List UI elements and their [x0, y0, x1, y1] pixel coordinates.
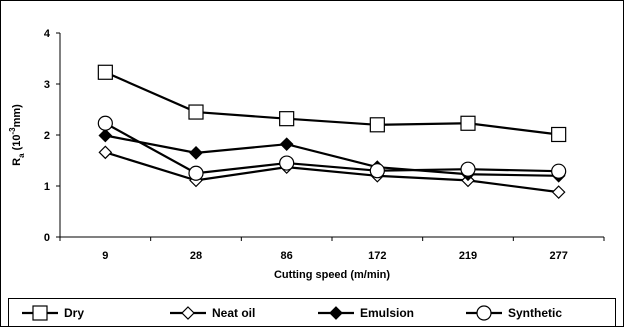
- series-line-neat-oil: [105, 151, 559, 194]
- data-point-neat-oil: [98, 145, 113, 160]
- x-tick-label: 28: [190, 250, 202, 262]
- x-tick-label: 277: [549, 250, 567, 262]
- x-axis-title: Cutting speed (m/min): [274, 269, 390, 281]
- data-point-synthetic: [188, 165, 204, 181]
- series-emulsion: [98, 128, 566, 183]
- legend-marker-neat-oil: [181, 306, 195, 320]
- y-axis-title-part: a: [17, 153, 26, 158]
- y-tick-label: 0: [44, 232, 50, 244]
- data-point-emulsion: [98, 128, 113, 143]
- y-axis-title-part: (10: [11, 134, 23, 153]
- data-point-emulsion: [279, 137, 294, 152]
- series-line-synthetic: [104, 122, 559, 175]
- y-tick-label: 1: [44, 181, 50, 193]
- series-line-dry: [104, 71, 559, 136]
- data-point-synthetic: [369, 163, 385, 179]
- series-neat-oil: [98, 145, 566, 199]
- x-tick-label: 9: [102, 250, 108, 262]
- legend: Dry Neat oil Emulsion Synthetic: [8, 298, 616, 327]
- y-axis-title-part: mm): [11, 104, 23, 128]
- x-tick-label: 172: [368, 250, 386, 262]
- y-axis-title: Ra (10-3mm): [8, 104, 26, 166]
- legend-marker-synthetic: [476, 305, 492, 321]
- legend-label-synthetic: Synthetic: [508, 306, 562, 320]
- data-point-synthetic: [97, 115, 113, 131]
- legend-marker-emulsion: [329, 306, 343, 320]
- legend-label-emulsion: Emulsion: [360, 306, 414, 320]
- data-point-dry: [188, 104, 204, 120]
- y-axis-title-part: R: [11, 158, 23, 166]
- legend-label-neat-oil: Neat oil: [212, 306, 255, 320]
- data-point-dry: [460, 115, 476, 131]
- legend-label-dry: Dry: [64, 306, 84, 320]
- data-point-synthetic: [551, 163, 567, 179]
- data-point-dry: [551, 126, 567, 143]
- data-point-emulsion: [189, 146, 203, 160]
- y-axis-title-part: -3: [8, 127, 17, 135]
- data-point-dry: [97, 64, 113, 80]
- series-line-emulsion: [105, 134, 559, 177]
- y-axis-title-text: Ra (10-3mm): [8, 104, 26, 166]
- data-point-neat-oil: [551, 185, 566, 199]
- series-synthetic: [97, 115, 567, 181]
- data-point-synthetic: [460, 161, 476, 177]
- legend-marker-dry: [32, 305, 48, 321]
- plot-area: 0 1 2 3 4 9 28 86 172 219 277: [44, 28, 605, 262]
- x-tick-label: 86: [281, 250, 293, 262]
- y-tick-label: 3: [44, 79, 50, 91]
- data-point-dry: [369, 117, 385, 133]
- x-tick-label: 219: [459, 250, 477, 262]
- data-point-synthetic: [279, 155, 295, 171]
- y-tick-label: 2: [44, 130, 50, 142]
- series-dry: [97, 64, 567, 143]
- data-point-dry: [279, 111, 295, 127]
- y-tick-label: 4: [44, 28, 51, 40]
